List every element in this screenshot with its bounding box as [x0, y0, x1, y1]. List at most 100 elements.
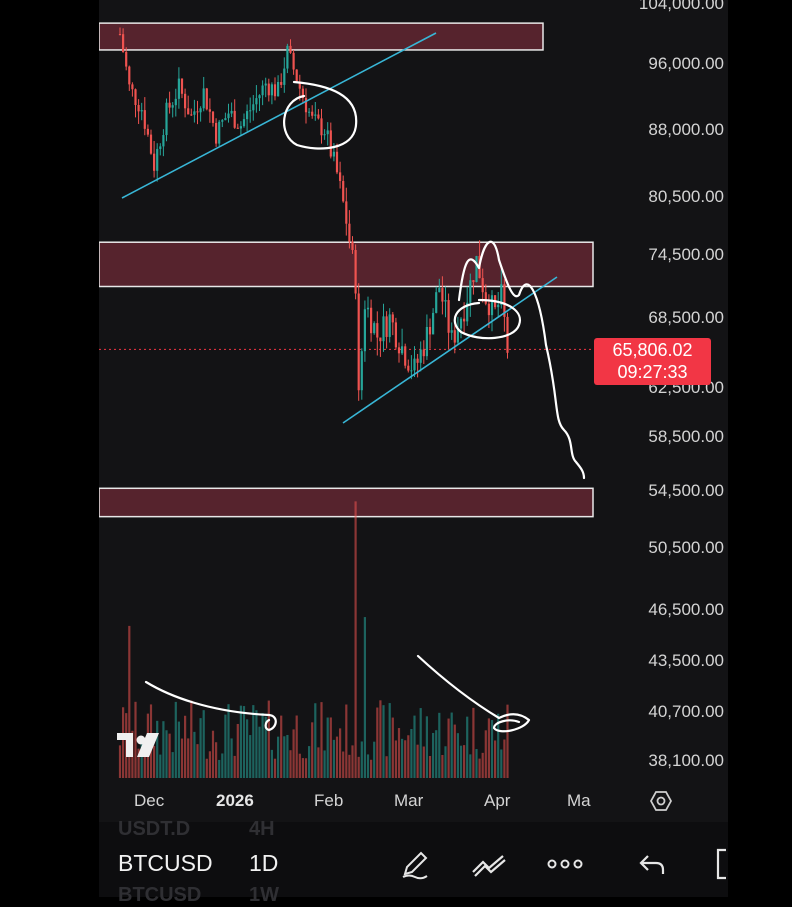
interval-selector[interactable]: 1D — [249, 850, 279, 876]
candle-body — [249, 110, 252, 112]
volume-bar — [376, 707, 379, 778]
candle-body — [354, 249, 357, 294]
volume-bar — [441, 754, 444, 778]
volume-bar — [326, 717, 329, 778]
candle-body — [277, 82, 280, 97]
candle-body — [376, 323, 379, 338]
volume-bar — [348, 754, 351, 778]
chart-area[interactable]: 104,000.00 96,000.00 88,000.00 80,500.00… — [99, 0, 728, 897]
volume-bar — [122, 707, 125, 778]
volume-bar — [159, 754, 162, 778]
volume-bar — [230, 738, 233, 778]
current-price-label: 65,806.02 — [612, 340, 693, 360]
volume-bar — [435, 730, 438, 778]
watchlist-interval-ghost: 1W — [249, 884, 279, 906]
candle-body — [360, 351, 363, 391]
volume-bar — [413, 715, 416, 778]
volume-bar — [134, 701, 137, 778]
volume-bar — [351, 745, 354, 778]
chart-svg[interactable] — [99, 0, 728, 822]
candle-body — [391, 314, 394, 323]
candle-body — [261, 85, 264, 96]
candle-body — [441, 288, 444, 302]
candle-body — [314, 114, 317, 116]
candle-body — [497, 304, 500, 308]
candle-body — [143, 110, 146, 129]
candle-body — [304, 98, 308, 113]
bottom-toolbar: USDT.D 4H BTCUSD 1W BTCUSD 1D — [99, 818, 728, 906]
candle-body — [326, 130, 329, 135]
candle-body — [503, 284, 506, 317]
volume-bar — [360, 741, 363, 778]
volume-bar — [180, 738, 184, 778]
fullscreen-icon[interactable] — [704, 844, 744, 884]
candle-body — [165, 102, 168, 136]
undo-icon[interactable] — [632, 844, 672, 884]
volume-bar — [190, 700, 193, 778]
candle-body — [292, 52, 295, 70]
volume-bar — [401, 738, 404, 778]
candle-body — [435, 292, 438, 313]
y-tick-label: 46,500.00 — [648, 600, 724, 619]
volume-bar — [261, 713, 264, 778]
candle-body — [193, 111, 196, 115]
volume-bar — [264, 716, 267, 778]
volume-bar — [320, 702, 323, 778]
candle-body — [125, 51, 128, 67]
y-tick-label: 40,700.00 — [648, 702, 724, 721]
candle-body — [153, 153, 156, 171]
volume-bar — [456, 733, 459, 778]
supply-zone — [99, 241, 594, 288]
candle-body — [459, 318, 463, 329]
candle-body — [267, 83, 270, 96]
candle-body — [425, 327, 428, 357]
volume-bar — [174, 701, 177, 778]
volume-bar — [382, 705, 385, 778]
volume-bar — [481, 752, 484, 778]
candle-body — [453, 330, 456, 343]
volume-bar — [270, 749, 273, 778]
volume-bar — [404, 740, 407, 778]
candle-body — [469, 280, 472, 303]
candle-body — [174, 98, 177, 106]
trend-line — [342, 276, 558, 424]
volume-bar — [202, 710, 205, 778]
candle-body — [233, 110, 236, 128]
candle-body — [466, 302, 469, 322]
volume-bar — [140, 743, 143, 778]
candle-body — [230, 110, 233, 114]
y-tick-label: 50,500.00 — [648, 538, 724, 557]
volume-bar — [211, 730, 215, 778]
candle-body — [146, 128, 149, 135]
pencil-icon[interactable] — [395, 844, 435, 884]
volume-bar — [153, 745, 156, 778]
more-icon[interactable] — [545, 844, 585, 884]
symbol-selector[interactable]: BTCUSD — [118, 850, 213, 876]
candle-body — [370, 307, 373, 334]
settings-icon[interactable] — [649, 790, 673, 812]
candle-body — [264, 83, 267, 86]
volume-bar — [193, 731, 196, 778]
volume-bar — [165, 730, 168, 778]
candle-body — [162, 135, 165, 147]
candle-body — [379, 337, 382, 342]
candle-body — [419, 349, 422, 363]
volume-bar — [218, 759, 221, 778]
volume-bar — [277, 736, 280, 778]
trend-line-icon[interactable] — [469, 844, 509, 884]
candle-body — [221, 120, 224, 122]
candle-body — [404, 346, 407, 366]
volume-bar — [494, 740, 497, 778]
volume-bar — [407, 735, 410, 778]
candle-body — [180, 78, 184, 94]
candle-body — [500, 284, 503, 305]
y-tick-label: 104,000.00 — [638, 0, 724, 13]
candle-body — [342, 180, 345, 202]
candle-body — [447, 300, 450, 333]
candle-body — [401, 346, 404, 354]
candle-body — [128, 66, 131, 85]
y-tick-label: 80,500.00 — [648, 187, 724, 206]
candle-body — [472, 280, 475, 283]
volume-bar — [311, 722, 314, 778]
candle-body — [177, 78, 180, 99]
